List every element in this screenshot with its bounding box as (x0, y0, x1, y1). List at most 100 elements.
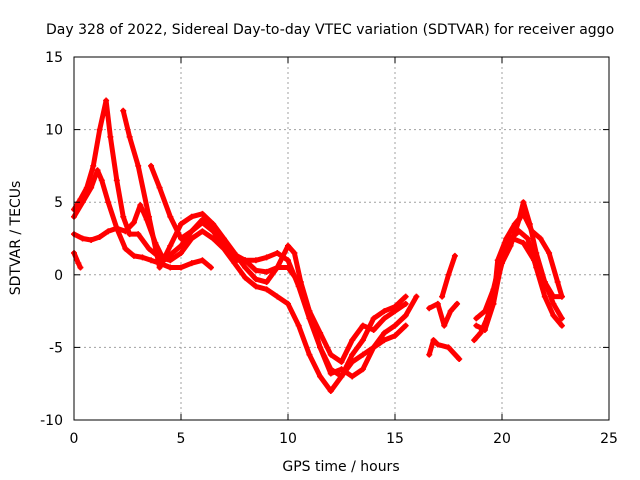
data-point (135, 231, 142, 238)
data-point (426, 305, 433, 312)
data-point (524, 235, 531, 242)
series-track-8 (426, 300, 461, 329)
data-point (274, 250, 281, 257)
data-point (145, 245, 152, 252)
data-point (178, 242, 184, 249)
data-point (338, 358, 345, 365)
data-point (231, 250, 238, 257)
data-point (107, 133, 114, 140)
y-tick-label: 10 (45, 123, 63, 139)
data-point (317, 373, 324, 380)
data-point (75, 260, 82, 267)
series-track-7 (426, 337, 463, 363)
data-point (103, 97, 110, 104)
data-point (148, 257, 155, 264)
data-point (94, 167, 101, 174)
x-tick-label: 10 (279, 431, 297, 447)
data-point (550, 293, 557, 300)
data-point (188, 260, 195, 267)
data-point (370, 326, 377, 333)
data-point (178, 264, 184, 271)
y-tick-label: 15 (45, 50, 63, 66)
data-point (207, 264, 214, 271)
data-point (528, 228, 535, 235)
series-line (490, 211, 565, 307)
data-point (473, 322, 480, 329)
data-point (554, 279, 561, 286)
data-point (156, 184, 163, 191)
data-point (220, 242, 227, 249)
data-point (252, 257, 259, 264)
data-point (135, 162, 142, 169)
data-point (77, 264, 84, 271)
series-line (426, 301, 460, 329)
data-point (541, 279, 548, 286)
data-point (274, 264, 281, 271)
data-point (434, 341, 441, 348)
data-point (120, 213, 127, 220)
y-tick-label: -5 (49, 340, 63, 356)
data-series (71, 97, 565, 394)
data-point (445, 344, 452, 351)
data-point (503, 235, 510, 242)
data-point (537, 235, 544, 242)
y-tick-label: -10 (40, 413, 63, 429)
data-point (274, 293, 281, 300)
data-point (105, 199, 112, 206)
data-point (96, 126, 103, 133)
data-point (550, 312, 557, 319)
data-point (511, 220, 518, 227)
data-point (439, 293, 446, 300)
x-tick-label: 5 (177, 431, 186, 447)
data-point (550, 300, 557, 307)
data-point (520, 210, 527, 217)
data-point (441, 322, 448, 329)
data-point (126, 133, 133, 140)
data-point (137, 202, 144, 209)
data-point (520, 239, 527, 246)
series-track-13 (473, 235, 565, 333)
data-point (199, 257, 206, 264)
data-point (381, 315, 388, 322)
data-point (145, 213, 152, 220)
y-axis-label: SDTVAR / TECUs (8, 181, 24, 296)
data-point (509, 235, 516, 242)
data-point (317, 329, 324, 336)
data-point (370, 344, 377, 351)
data-point (188, 235, 195, 242)
series-line (71, 250, 83, 270)
data-point (83, 184, 90, 191)
data-point (188, 213, 195, 220)
data-point (451, 252, 458, 259)
x-tick-label: 15 (386, 431, 404, 447)
data-point (96, 234, 103, 241)
data-point (327, 370, 334, 377)
data-point (338, 366, 345, 373)
data-point (178, 250, 184, 257)
data-point (370, 315, 377, 322)
x-tick-label: 0 (70, 431, 79, 447)
data-point (120, 107, 127, 114)
data-point (113, 177, 120, 184)
data-point (473, 315, 480, 322)
data-point (520, 199, 527, 206)
data-point (178, 220, 184, 227)
data-point (306, 351, 313, 358)
data-point (317, 344, 324, 351)
data-point (167, 242, 174, 249)
data-point (447, 308, 454, 315)
data-point (430, 337, 437, 344)
data-point (167, 257, 174, 264)
data-point (349, 373, 356, 380)
data-point (242, 264, 249, 271)
data-point (148, 162, 155, 169)
data-point (499, 257, 505, 264)
data-point (263, 286, 270, 293)
data-point (402, 312, 409, 319)
data-point (349, 337, 356, 344)
data-point (285, 300, 291, 307)
data-point (199, 210, 206, 217)
data-point (169, 250, 176, 257)
data-point (90, 162, 97, 169)
